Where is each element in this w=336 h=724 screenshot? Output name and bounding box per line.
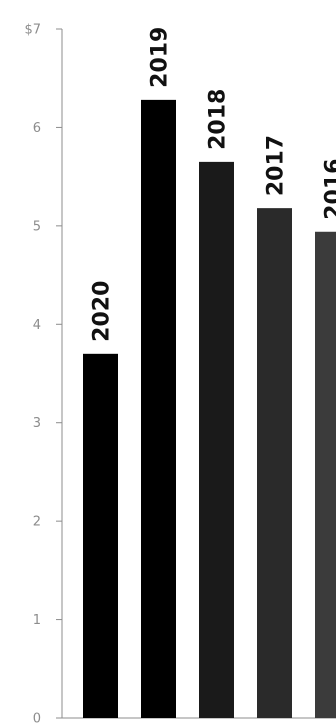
bar-2019 <box>141 99 176 718</box>
bar-2020 <box>83 353 118 718</box>
bar-label-2019: 2019 <box>148 27 173 88</box>
y-axis: 0 1 2 3 4 5 6 $7 <box>24 23 63 724</box>
bar-2018 <box>199 161 234 719</box>
y-tick-label: 3 <box>33 416 41 431</box>
y-tick-label: 0 <box>33 712 41 724</box>
y-tick-label: 4 <box>33 318 41 333</box>
y-tick-label: $7 <box>24 23 41 38</box>
bars <box>83 99 336 719</box>
bar-label-2016: 2016 <box>322 159 336 220</box>
bar-label-2020: 2020 <box>90 281 115 342</box>
bar-2016 <box>315 231 336 718</box>
bar-2017 <box>257 208 292 718</box>
y-tick-label: 2 <box>33 515 41 530</box>
bar-label-2017: 2017 <box>264 135 289 196</box>
bar-labels: 2020 2019 2018 2017 2016 <box>90 27 336 342</box>
y-tick-label: 5 <box>33 219 41 234</box>
bar-label-2018: 2018 <box>206 89 231 150</box>
y-tick-label: 1 <box>33 613 41 628</box>
y-tick-label: 6 <box>33 121 41 136</box>
